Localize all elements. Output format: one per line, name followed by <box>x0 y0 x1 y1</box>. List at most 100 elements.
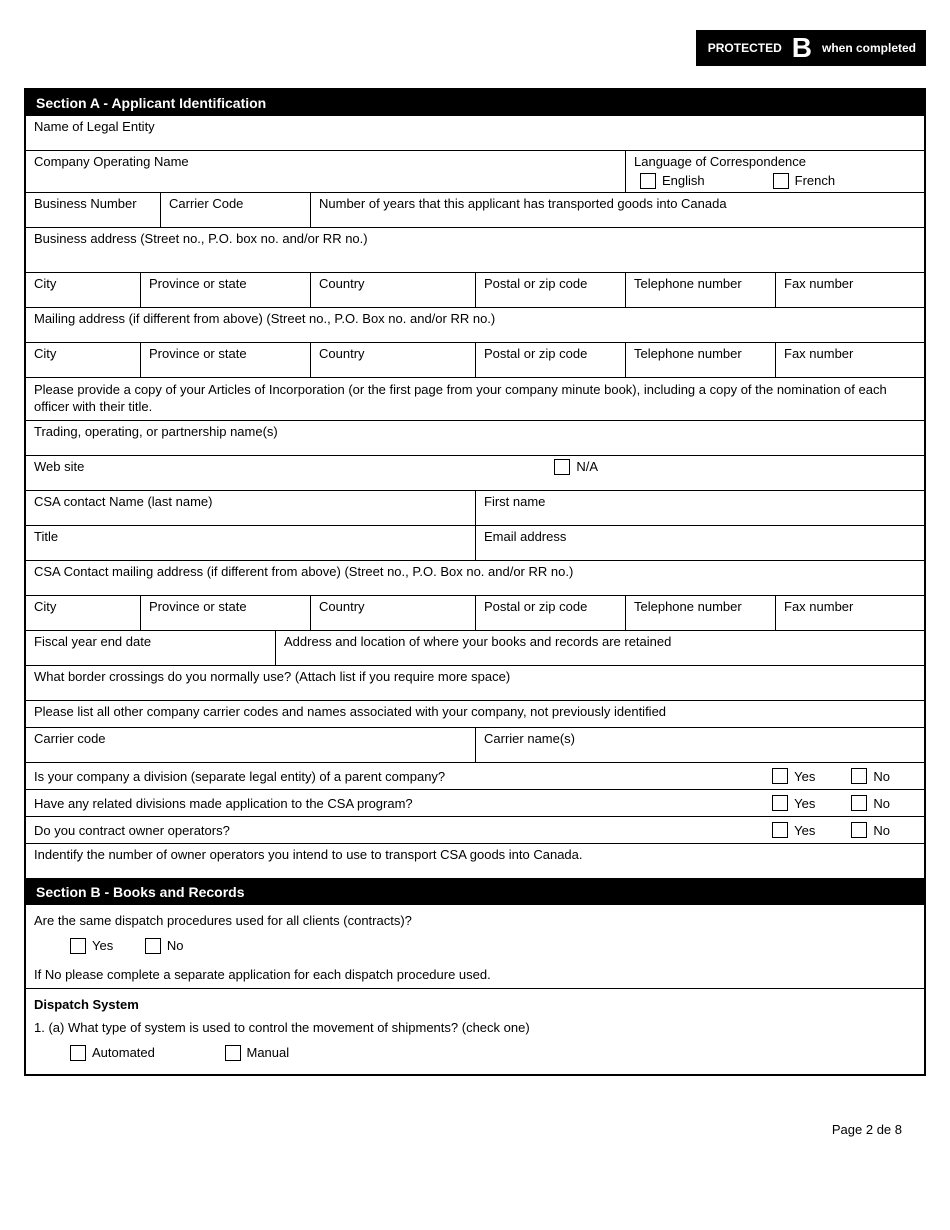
field-first-name[interactable]: First name <box>476 491 924 525</box>
label-fax: Fax number <box>784 346 853 361</box>
field-books-location[interactable]: Address and location of where your books… <box>276 631 924 665</box>
field-title[interactable]: Title <box>26 526 476 560</box>
field-fax-1[interactable]: Fax number <box>776 273 924 307</box>
field-province-2[interactable]: Province or state <box>141 343 311 377</box>
label-fiscal-year: Fiscal year end date <box>34 634 151 649</box>
field-country-1[interactable]: Country <box>311 273 476 307</box>
field-city-1[interactable]: City <box>26 273 141 307</box>
dispatch-system-block: Dispatch System 1. (a) What type of syst… <box>26 989 924 1074</box>
field-csa-mailing[interactable]: CSA Contact mailing address (if differen… <box>26 561 924 595</box>
field-website[interactable]: Web site N/A <box>26 456 924 490</box>
field-business-number[interactable]: Business Number <box>26 193 161 227</box>
field-city-3[interactable]: City <box>26 596 141 630</box>
checkbox-dispatch-no[interactable]: No <box>145 938 184 954</box>
label-dispatch-heading: Dispatch System <box>34 997 916 1012</box>
field-telephone-3[interactable]: Telephone number <box>626 596 776 630</box>
field-carrier-code[interactable]: Carrier Code <box>161 193 311 227</box>
field-mailing-address[interactable]: Mailing address (if different from above… <box>26 308 924 342</box>
label-yes: Yes <box>794 796 815 811</box>
checkbox-icon <box>640 173 656 189</box>
label-years-transport: Number of years that this applicant has … <box>319 196 918 213</box>
field-carrier-code-2[interactable]: Carrier code <box>26 728 476 762</box>
label-website: Web site <box>34 459 84 476</box>
label-carrier-code: Carrier Code <box>169 196 304 213</box>
label-no: No <box>873 823 890 838</box>
page-footer: Page 2 de 8 <box>24 1122 926 1137</box>
label-email: Email address <box>484 529 566 544</box>
label-yes: Yes <box>794 769 815 784</box>
checkbox-icon <box>225 1045 241 1061</box>
protected-label: PROTECTED <box>708 41 782 55</box>
field-country-3[interactable]: Country <box>311 596 476 630</box>
checkbox-owner-yes[interactable]: Yes <box>772 822 815 838</box>
checkbox-icon <box>851 768 867 784</box>
label-csa-lastname: CSA contact Name (last name) <box>34 494 212 509</box>
checkbox-na[interactable]: N/A <box>554 459 598 476</box>
checkbox-related-yes[interactable]: Yes <box>772 795 815 811</box>
field-fax-2[interactable]: Fax number <box>776 343 924 377</box>
checkbox-dispatch-yes[interactable]: Yes <box>70 938 113 954</box>
label-trading-names: Trading, operating, or partnership name(… <box>34 424 918 441</box>
label-operating-name: Company Operating Name <box>34 154 619 171</box>
label-yes: Yes <box>794 823 815 838</box>
field-num-owner-ops[interactable]: Indentify the number of owner operators … <box>26 844 924 878</box>
label-other-carriers: Please list all other company carrier co… <box>34 704 666 719</box>
field-telephone-2[interactable]: Telephone number <box>626 343 776 377</box>
checkbox-icon <box>772 822 788 838</box>
checkbox-manual[interactable]: Manual <box>225 1045 290 1061</box>
field-province-1[interactable]: Province or state <box>141 273 311 307</box>
field-postal-1[interactable]: Postal or zip code <box>476 273 626 307</box>
field-postal-2[interactable]: Postal or zip code <box>476 343 626 377</box>
label-no: No <box>873 769 890 784</box>
field-years-transport[interactable]: Number of years that this applicant has … <box>311 193 924 227</box>
note-other-carriers: Please list all other company carrier co… <box>26 701 924 727</box>
field-email[interactable]: Email address <box>476 526 924 560</box>
field-fax-3[interactable]: Fax number <box>776 596 924 630</box>
field-carrier-names[interactable]: Carrier name(s) <box>476 728 924 762</box>
label-fax: Fax number <box>784 599 853 614</box>
checkbox-icon <box>70 1045 86 1061</box>
label-province: Province or state <box>149 276 247 291</box>
field-province-3[interactable]: Province or state <box>141 596 311 630</box>
field-business-address[interactable]: Business address (Street no., P.O. box n… <box>26 228 924 272</box>
label-num-owner-ops: Indentify the number of owner operators … <box>34 847 918 864</box>
field-city-2[interactable]: City <box>26 343 141 377</box>
checkbox-owner-no[interactable]: No <box>851 822 890 838</box>
label-postal: Postal or zip code <box>484 346 587 361</box>
section-b-dispatch-q: Are the same dispatch procedures used fo… <box>26 905 924 989</box>
checkbox-english[interactable]: English <box>640 173 705 190</box>
field-csa-lastname[interactable]: CSA contact Name (last name) <box>26 491 476 525</box>
section-a-header: Section A - Applicant Identification <box>26 90 924 116</box>
field-border-crossings[interactable]: What border crossings do you normally us… <box>26 666 924 700</box>
field-postal-3[interactable]: Postal or zip code <box>476 596 626 630</box>
field-country-2[interactable]: Country <box>311 343 476 377</box>
label-q-related: Have any related divisions made applicat… <box>34 796 413 811</box>
label-province: Province or state <box>149 346 247 361</box>
label-q1a: 1. (a) What type of system is used to co… <box>34 1020 916 1035</box>
checkbox-division-yes[interactable]: Yes <box>772 768 815 784</box>
checkbox-french[interactable]: French <box>773 173 835 190</box>
checkbox-division-no[interactable]: No <box>851 768 890 784</box>
label-na: N/A <box>576 459 598 476</box>
field-operating-name[interactable]: Company Operating Name <box>26 151 626 192</box>
label-border-crossings: What border crossings do you normally us… <box>34 669 918 686</box>
field-telephone-1[interactable]: Telephone number <box>626 273 776 307</box>
checkbox-related-no[interactable]: No <box>851 795 890 811</box>
field-legal-entity[interactable]: Name of Legal Entity <box>26 116 924 150</box>
checkbox-icon <box>772 795 788 811</box>
protected-box: PROTECTED B when completed <box>696 30 926 66</box>
label-mailing-address: Mailing address (if different from above… <box>34 311 918 328</box>
q-related-divisions: Have any related divisions made applicat… <box>26 790 924 816</box>
label-manual: Manual <box>247 1045 290 1060</box>
label-legal-entity: Name of Legal Entity <box>34 119 918 136</box>
label-country: Country <box>319 276 365 291</box>
checkbox-icon <box>773 173 789 189</box>
label-city: City <box>34 276 56 291</box>
label-country: Country <box>319 599 365 614</box>
field-fiscal-year[interactable]: Fiscal year end date <box>26 631 276 665</box>
field-trading-names[interactable]: Trading, operating, or partnership name(… <box>26 421 924 455</box>
label-city: City <box>34 346 56 361</box>
label-books-location: Address and location of where your books… <box>284 634 671 649</box>
checkbox-icon <box>772 768 788 784</box>
checkbox-automated[interactable]: Automated <box>70 1045 155 1061</box>
